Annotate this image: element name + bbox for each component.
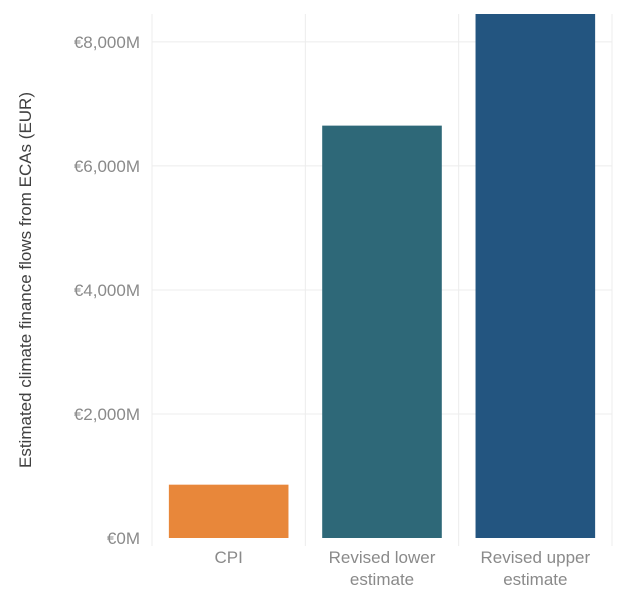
y-tick-label: €6,000M <box>74 157 140 176</box>
x-tick-label: Revised lower estimate <box>329 548 436 589</box>
gridlines <box>151 14 613 546</box>
y-tick-label: €4,000M <box>74 281 140 300</box>
bar-0 <box>168 484 289 538</box>
bars <box>168 14 596 538</box>
y-tick-label: €8,000M <box>74 33 140 52</box>
x-tick-label-line: Revised upper <box>481 548 591 567</box>
bar-2 <box>475 14 596 538</box>
x-tick-label-line: CPI <box>214 548 242 567</box>
y-tick-label: €0M <box>107 529 140 548</box>
x-tick-label-line: Revised lower <box>329 548 436 567</box>
y-axis-title: Estimated climate finance flows from ECA… <box>16 92 35 468</box>
y-tick-label: €2,000M <box>74 405 140 424</box>
y-axis-ticks: €0M €2,000M €4,000M €6,000M €8,000M <box>74 33 140 548</box>
x-axis-ticks: CPI Revised lower estimate Revised upper est… <box>214 548 590 589</box>
x-tick-label: Revised upper estimate <box>481 548 591 589</box>
x-tick-label-line: estimate <box>503 570 567 589</box>
x-tick-label: CPI <box>214 548 242 567</box>
bar-1 <box>322 125 442 538</box>
x-tick-label-line: estimate <box>350 570 414 589</box>
